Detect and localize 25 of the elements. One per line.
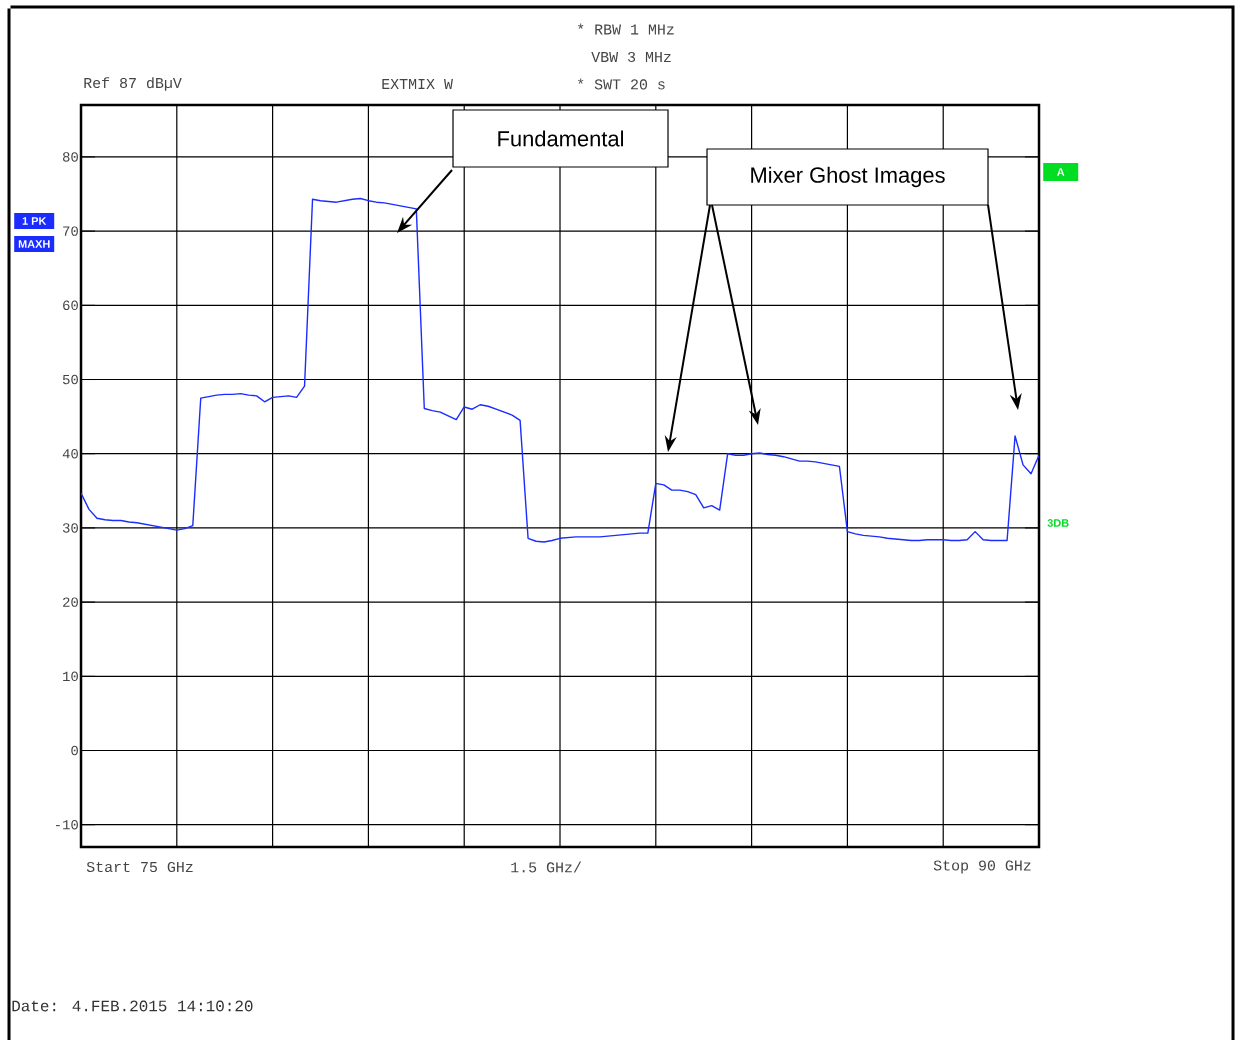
y-tick-label: -10 <box>55 819 78 830</box>
annotation: Mixer Ghost Images <box>751 166 945 188</box>
y-tick-label: 70 <box>63 226 78 236</box>
y-tick-label: 40 <box>62 448 78 459</box>
text: Ref 87 dBµV <box>84 77 182 91</box>
annotation: Fundamental <box>498 130 623 147</box>
text: Stop 90 GHz <box>933 860 1031 874</box>
y-tick-label: 20 <box>63 597 78 607</box>
text: Date: 4.FEB.2015 14:10:20 <box>12 1000 253 1012</box>
y-tick-label: 0 <box>71 745 78 756</box>
text: EXTMIX W <box>382 79 453 89</box>
y-tick-label: 80 <box>62 152 78 162</box>
text: VBW 3 MHz <box>591 51 671 63</box>
text: 1 PK <box>22 217 47 225</box>
y-tick-label: 50 <box>62 374 78 385</box>
text: * RBW 1 MHz <box>578 23 674 35</box>
text: A <box>1057 168 1065 176</box>
text: Start 75 GHz <box>86 861 193 873</box>
text: * SWT 20 s <box>578 78 665 90</box>
y-tick-label: 60 <box>63 300 78 311</box>
y-tick-label: 30 <box>62 523 78 533</box>
text: MAXH <box>18 240 50 248</box>
text: 3DB <box>1047 519 1069 527</box>
y-tick-label: 10 <box>63 671 78 682</box>
text: 1.5 GHz/ <box>511 861 582 873</box>
